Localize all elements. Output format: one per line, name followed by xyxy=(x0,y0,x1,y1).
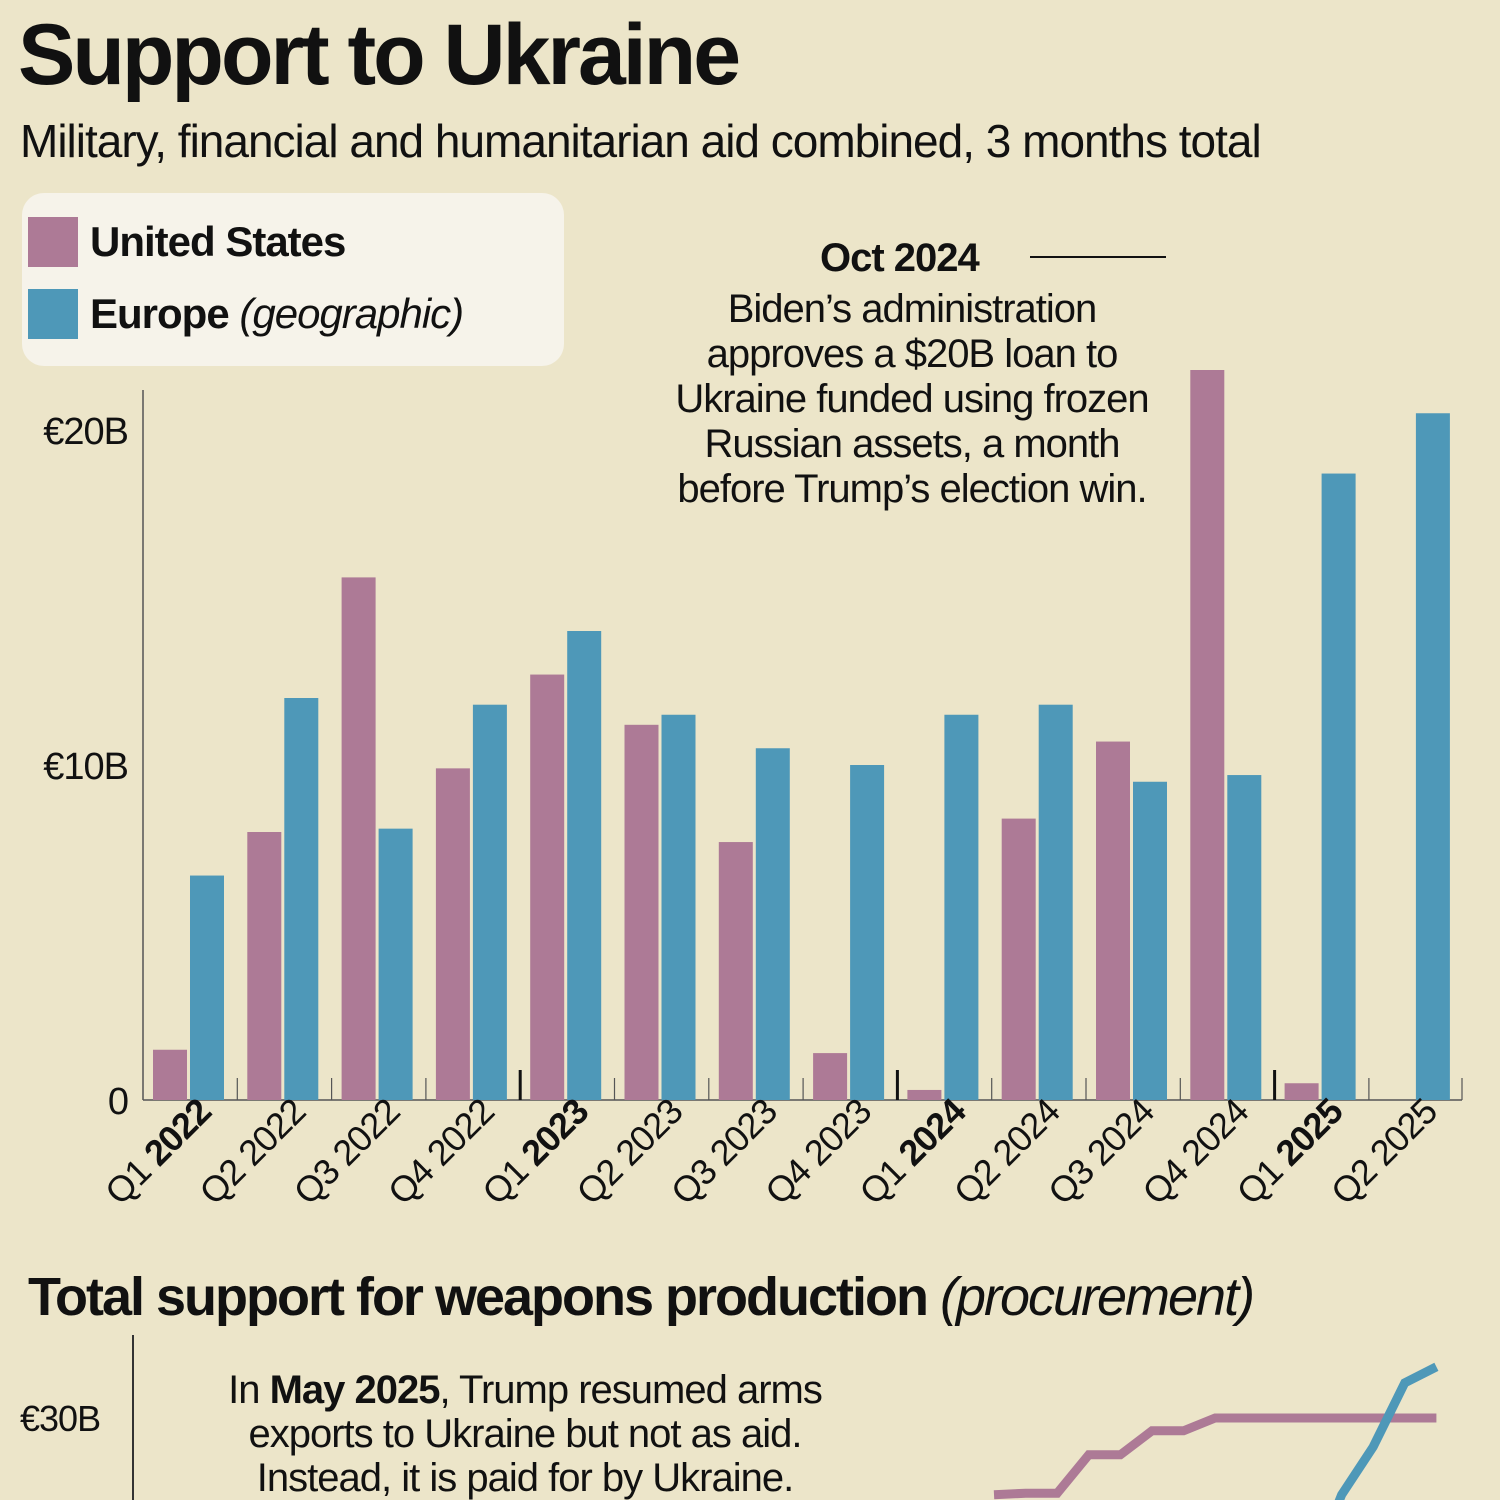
legend-swatch-us xyxy=(28,217,78,267)
bar-eu xyxy=(567,631,602,1100)
x-tick-label: Q2 2022 xyxy=(191,1091,313,1213)
bar-eu xyxy=(284,698,319,1100)
note-bold: May 2025 xyxy=(269,1368,441,1412)
x-tick-label: Q4 2023 xyxy=(757,1091,879,1213)
bar-eu xyxy=(190,875,224,1100)
note-prefix: In xyxy=(228,1368,270,1412)
bar-eu xyxy=(944,714,979,1100)
bar-us xyxy=(813,1053,848,1100)
y-tick-label: €20B xyxy=(43,411,128,453)
annotation-title: Oct 2024 xyxy=(820,236,980,280)
bar-eu xyxy=(1321,473,1356,1100)
bar-eu xyxy=(755,748,790,1100)
x-tick-label: Q3 2022 xyxy=(286,1091,408,1213)
x-tick-label: Q1 2023 xyxy=(474,1091,596,1213)
line-chart-note: In May 2025, Trump resumed arms exports … xyxy=(190,1368,860,1500)
line-chart-y-tick: €30B xyxy=(20,1398,101,1439)
section-title-suffix: (procurement) xyxy=(939,1267,1255,1327)
bar-us xyxy=(1284,1083,1319,1100)
x-tick-label: Q2 2023 xyxy=(568,1091,690,1213)
bar-us xyxy=(1096,741,1130,1100)
line-chart-y-axis xyxy=(132,1335,134,1500)
bar-eu xyxy=(472,704,507,1100)
bar-us xyxy=(1001,818,1036,1100)
bar-us xyxy=(1190,370,1225,1100)
bar-eu xyxy=(1038,704,1073,1100)
bar-us xyxy=(718,842,753,1100)
legend-label-us: United States xyxy=(90,218,346,265)
x-tick-label: Q3 2024 xyxy=(1040,1091,1162,1213)
x-tick-label: Q4 2022 xyxy=(380,1091,502,1213)
bar-us xyxy=(341,577,376,1100)
bar-us xyxy=(435,768,470,1100)
bar-eu xyxy=(661,714,696,1100)
bar-us xyxy=(153,1049,187,1100)
note-rest: , Trump resumed arms exports to Ukraine … xyxy=(248,1368,823,1500)
annotation-body: Biden’s administration approves a $20B l… xyxy=(675,287,1149,511)
bar-us xyxy=(247,832,282,1100)
legend-item-eu: Europe (geographic) xyxy=(28,289,464,339)
bar-eu xyxy=(378,828,413,1100)
bar-us xyxy=(530,674,565,1100)
legend-item-us: United States xyxy=(28,217,346,267)
line-series-us xyxy=(993,1413,1437,1500)
line-series-eu xyxy=(1334,1362,1439,1500)
annotation-leader-line xyxy=(1030,256,1166,258)
line-chart xyxy=(993,1362,1439,1500)
bar-us xyxy=(624,724,659,1100)
y-tick-label: 0 xyxy=(108,1081,128,1123)
legend-label-eu-suffix: (geographic) xyxy=(239,290,464,337)
page-title: Support to Ukraine xyxy=(18,7,741,103)
legend xyxy=(22,193,564,366)
x-tick-label: Q4 2024 xyxy=(1134,1091,1256,1213)
x-tick-label: Q3 2023 xyxy=(663,1091,785,1213)
section-title-text: Total support for weapons production xyxy=(28,1267,929,1327)
legend-label-eu: Europe (geographic) xyxy=(90,290,464,338)
legend-label-eu-text: Europe xyxy=(90,290,230,337)
bar-us xyxy=(907,1089,942,1100)
x-tick-label: Q2 2024 xyxy=(946,1091,1068,1213)
bar-eu xyxy=(1415,413,1450,1100)
bar-eu xyxy=(1133,781,1167,1100)
y-tick-label: €10B xyxy=(43,746,128,788)
page-subtitle: Military, financial and humanitarian aid… xyxy=(20,115,1262,167)
bar-eu xyxy=(1227,775,1262,1100)
x-tick-label: Q2 2025 xyxy=(1323,1091,1445,1213)
legend-swatch-eu xyxy=(28,289,78,339)
section-title: Total support for weapons production (pr… xyxy=(28,1266,1255,1328)
bar-eu xyxy=(850,765,885,1100)
